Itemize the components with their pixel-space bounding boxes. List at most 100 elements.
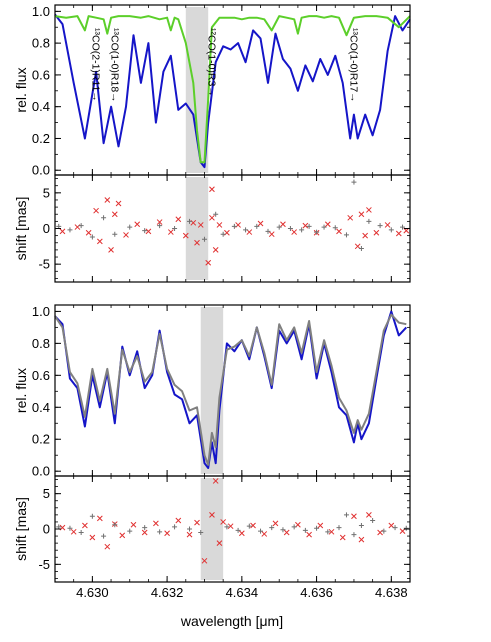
- shift-point-red: [130, 521, 137, 528]
- shift-point-red: [156, 219, 163, 225]
- shift-point-red: [317, 522, 324, 529]
- shift-point-grey: [314, 525, 320, 531]
- shift-point-red: [212, 247, 219, 253]
- y-tick-label: -5: [38, 257, 50, 272]
- plot-frame: [54, 475, 411, 583]
- shift-point-grey: [198, 530, 204, 536]
- shift-point-red: [216, 540, 223, 546]
- shift-point-grey: [343, 232, 349, 238]
- shift-point-grey: [231, 223, 237, 229]
- y-tick-label: 0.4: [32, 99, 50, 114]
- highlight-band: [200, 478, 224, 580]
- shift-point-red: [362, 232, 369, 239]
- shift-point-red: [96, 515, 103, 522]
- shift-point-red: [358, 536, 365, 543]
- shift-point-grey: [89, 513, 95, 519]
- shift-point-grey: [67, 525, 73, 531]
- shift-point-red: [197, 222, 204, 228]
- shift-point-grey: [276, 224, 282, 230]
- shift-point-red: [212, 478, 219, 484]
- series-line-0: [54, 13, 411, 169]
- y-tick-label: 0.0: [32, 464, 50, 479]
- y-tick-label: 0.8: [32, 36, 50, 51]
- x-tick-label: 4.632: [151, 585, 184, 600]
- line-id-annotation: ¹³CO(1-0)R17→: [347, 28, 359, 103]
- shift-point-red: [93, 207, 99, 214]
- shift-point-red: [82, 522, 88, 529]
- shift-point-grey: [157, 223, 163, 229]
- shift-point-red: [358, 211, 365, 218]
- shift-point-grey: [325, 529, 331, 535]
- shift-point-red: [175, 216, 182, 223]
- shift-point-red: [306, 531, 312, 538]
- shift-point-grey: [358, 245, 364, 251]
- shift-point-grey: [213, 211, 219, 217]
- shift-point-red: [104, 543, 111, 550]
- shift-point-grey: [392, 525, 398, 531]
- shift-point-red: [59, 228, 66, 235]
- plot-frame: [54, 174, 411, 283]
- shift-point-grey: [403, 525, 409, 531]
- series-line-1: [54, 313, 407, 466]
- shift-point-grey: [269, 525, 275, 531]
- shift-point-red: [194, 239, 200, 246]
- y-tick-label: 0.6: [32, 368, 50, 383]
- shift-point-grey: [388, 227, 394, 233]
- shift-point-red: [194, 519, 200, 526]
- shift-point-red: [153, 520, 159, 527]
- shift-point-grey: [101, 533, 107, 539]
- y-tick-label: 5: [43, 486, 50, 501]
- shift-point-grey: [172, 524, 178, 530]
- shift-point-red: [89, 534, 96, 541]
- shift-point-grey: [351, 532, 357, 538]
- shift-point-red: [328, 528, 335, 535]
- shift-point-grey: [127, 528, 133, 534]
- shift-point-red: [336, 228, 342, 235]
- shift-point-grey: [291, 524, 297, 530]
- shift-point-grey: [343, 512, 349, 518]
- y-axis-label: shift [mas]: [13, 197, 29, 261]
- y-tick-label: 0.0: [32, 163, 50, 178]
- y-tick-label: 0.4: [32, 400, 50, 415]
- series-line-0: [54, 310, 408, 469]
- shift-point-red: [119, 532, 126, 539]
- shift-point-grey: [220, 231, 226, 237]
- shift-point-grey: [302, 527, 308, 533]
- shift-point-grey: [332, 225, 338, 231]
- panel-bottom-shift: 5 0 -5 shift [mas]: [13, 475, 411, 583]
- y-tick-label: -5: [38, 557, 50, 572]
- shift-point-grey: [258, 528, 264, 534]
- shift-point-grey: [370, 518, 376, 524]
- shift-point-grey: [201, 236, 207, 242]
- shift-point-red: [366, 207, 372, 213]
- shift-point-grey: [187, 218, 193, 224]
- shift-point-grey: [78, 530, 84, 536]
- shift-point-red: [164, 530, 170, 537]
- shift-point-red: [351, 513, 357, 520]
- shift-point-red: [227, 523, 234, 530]
- shift-point-grey: [377, 223, 383, 229]
- x-tick-label: 4.636: [300, 585, 333, 600]
- shift-point-red: [257, 220, 264, 227]
- y-axis-label: rel. flux: [13, 67, 29, 112]
- shift-point-grey: [112, 231, 118, 237]
- shift-point-grey: [321, 224, 327, 230]
- shift-point-grey: [254, 223, 260, 229]
- shift-point-red: [70, 528, 77, 535]
- panel-top-flux: 0.0 0.2 0.4 0.6 0.8 1.0 rel. flux ¹³CO(2-1)R11→…: [13, 4, 411, 178]
- shift-point-red: [182, 232, 189, 239]
- y-tick-label: 0: [43, 522, 50, 537]
- shift-point-red: [347, 214, 354, 221]
- shift-point-red: [115, 200, 122, 207]
- shift-point-red: [261, 531, 268, 537]
- line-id-annotation: ¹³CO(1-0)R18→: [108, 28, 120, 103]
- shift-point-red: [324, 221, 331, 228]
- line-id-annotation: ¹²CO(1-0)R3→: [205, 28, 217, 97]
- line-id-annotation: ¹³CO(2-1)R11→: [90, 28, 102, 102]
- shift-point-red: [395, 230, 402, 237]
- shift-point-grey: [112, 522, 118, 528]
- shift-point-grey: [246, 523, 252, 529]
- shift-point-red: [104, 197, 111, 203]
- shift-point-grey: [314, 229, 320, 235]
